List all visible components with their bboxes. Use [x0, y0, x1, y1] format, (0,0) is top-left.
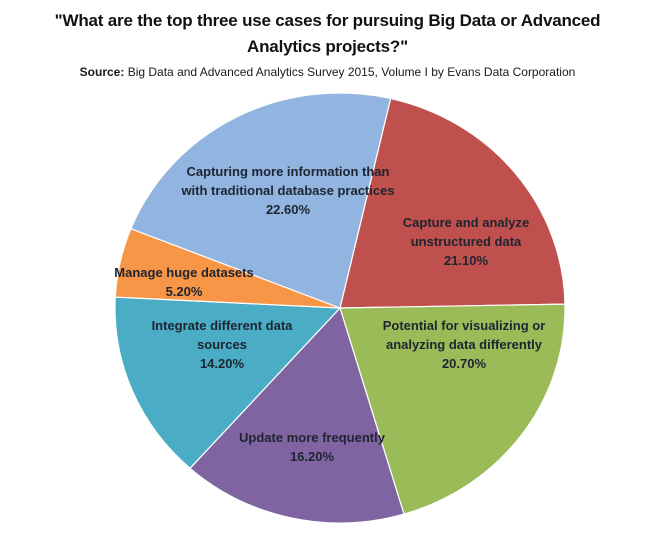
pie-slice-integrate-data-sources	[114, 296, 342, 470]
pie-slice-update-more-frequently	[189, 306, 405, 524]
source-text: Big Data and Advanced Analytics Survey 2…	[127, 65, 576, 79]
chart-title: "What are the top three use cases for pu…	[54, 11, 601, 56]
source-label: Source:	[79, 65, 125, 79]
pie-slice-visualizing-analyzing-differently	[339, 303, 566, 515]
pie-slice-capture-analyze-unstructured	[339, 97, 566, 309]
chart-source: Source: Big Data and Advanced Analytics …	[8, 64, 648, 80]
pie-slice-capturing-more-information	[130, 92, 392, 309]
